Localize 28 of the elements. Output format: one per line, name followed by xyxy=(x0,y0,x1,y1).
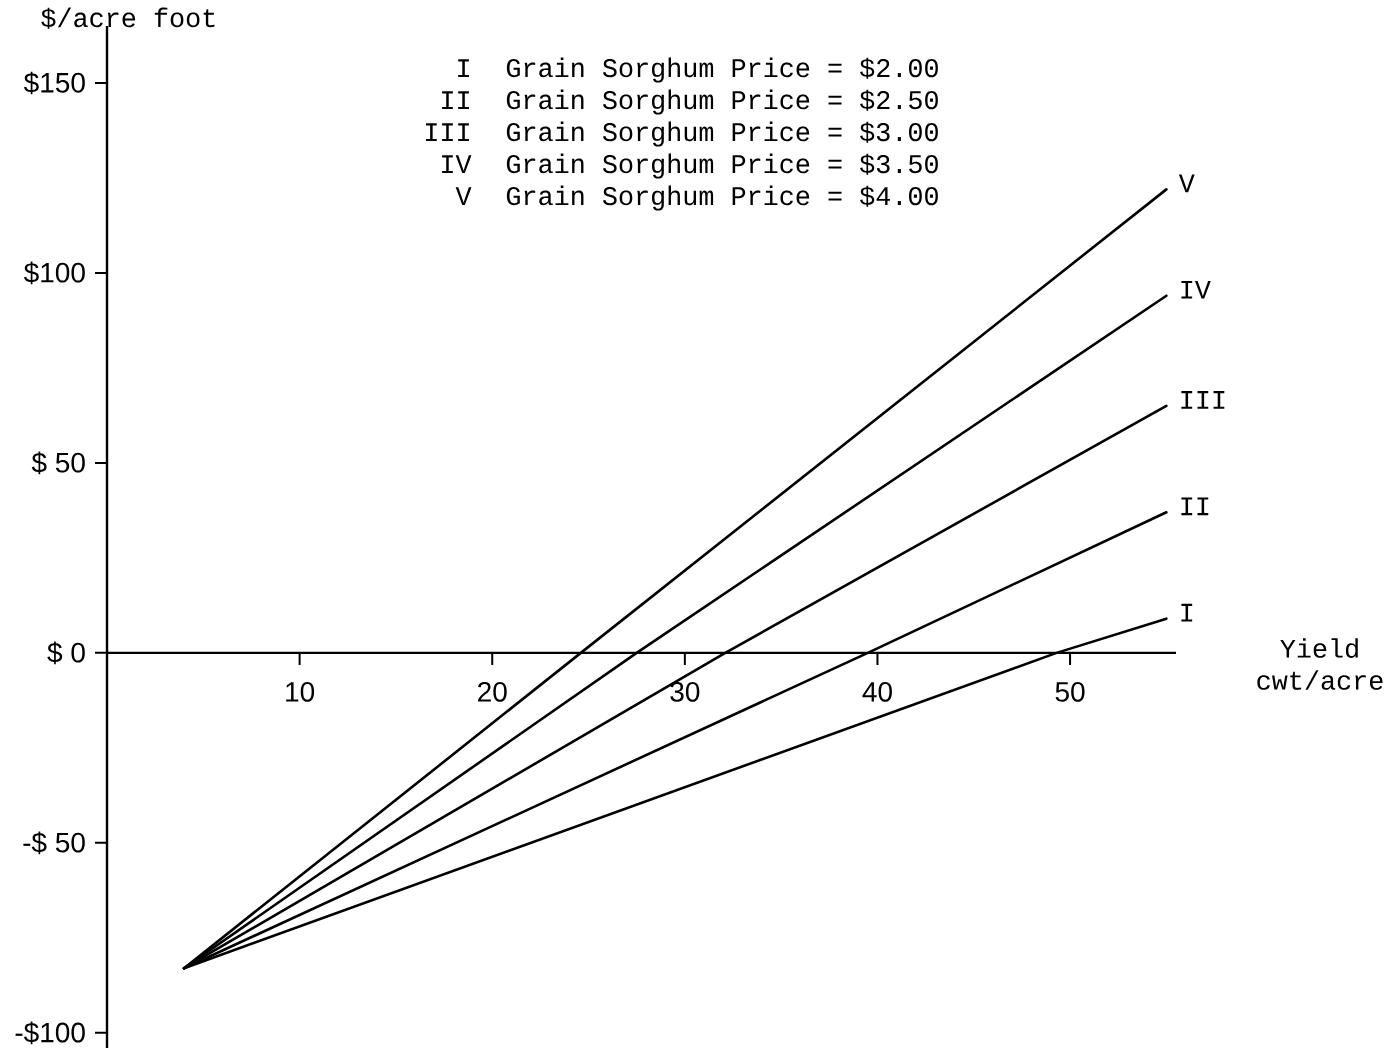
series-label: II xyxy=(1181,497,1209,516)
text: V xyxy=(455,187,472,205)
annotation: Grain Sorghum Price = $2.00 xyxy=(506,57,938,83)
series-label: IV xyxy=(1181,280,1211,299)
annotation: Grain Sorghum Price = $2.50 xyxy=(506,89,938,115)
y-tick-label: $ 50 xyxy=(31,451,85,475)
x-tick-label: 50 xyxy=(1055,681,1085,702)
x-tick-label: 20 xyxy=(478,681,507,702)
text: IV xyxy=(442,155,472,173)
series-label: I xyxy=(1181,603,1193,622)
annotation: Grain Sorghum Price = $3.00 xyxy=(506,121,938,147)
y-tick-label: -$100 xyxy=(15,1021,85,1045)
y-tick-label: $150 xyxy=(23,71,85,95)
text: II xyxy=(442,91,469,109)
text: III xyxy=(426,123,469,141)
series-label: III xyxy=(1181,391,1225,409)
y-tick-label: $100 xyxy=(23,261,85,285)
x-axis-title: Yield cwt/acre xyxy=(1257,638,1383,690)
series-label: V xyxy=(1178,174,1195,193)
annotation: Grain Sorghum Price = $4.00 xyxy=(506,185,938,211)
x-tick-label: 30 xyxy=(670,681,700,702)
annotation: Grain Sorghum Price = $3.50 xyxy=(506,153,938,179)
y-axis-title: $/acre foot xyxy=(41,7,215,29)
x-tick-label: 40 xyxy=(862,681,892,702)
text: I xyxy=(458,59,469,77)
y-tick-label: $ 0 xyxy=(47,641,85,665)
y-tick-label: -$ 50 xyxy=(23,831,85,855)
x-tick-label: 10 xyxy=(286,681,315,702)
